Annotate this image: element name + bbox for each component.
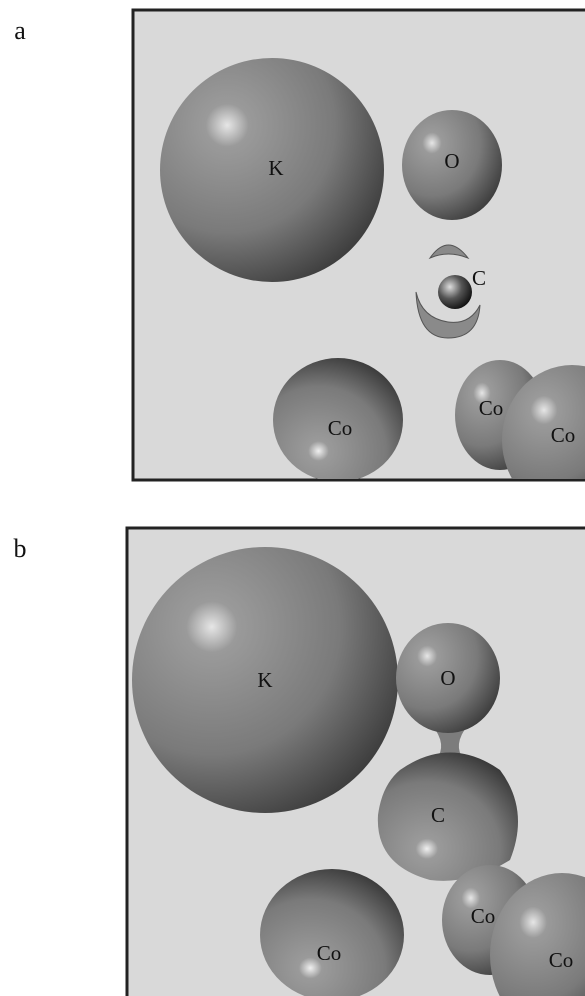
atom-label: Co xyxy=(328,416,353,440)
atom-label: Co xyxy=(549,948,574,972)
atom-label: Co xyxy=(471,904,496,928)
panel-label: a xyxy=(14,16,26,45)
atom-label: K xyxy=(268,156,283,180)
atom-label: C xyxy=(472,266,486,290)
atom-label: Co xyxy=(551,423,576,447)
atom-label: O xyxy=(444,149,459,173)
atom-label: Co xyxy=(479,396,504,420)
atom-label: K xyxy=(257,668,272,692)
atom-label: O xyxy=(440,666,455,690)
atom-label: C xyxy=(431,803,445,827)
atom xyxy=(260,869,404,996)
panel-label: b xyxy=(14,534,27,563)
atom xyxy=(378,753,518,881)
atom xyxy=(438,275,472,309)
atom-label: Co xyxy=(317,941,342,965)
figure: a K O C Co Co Co b K O C Co Co Co xyxy=(0,0,585,996)
